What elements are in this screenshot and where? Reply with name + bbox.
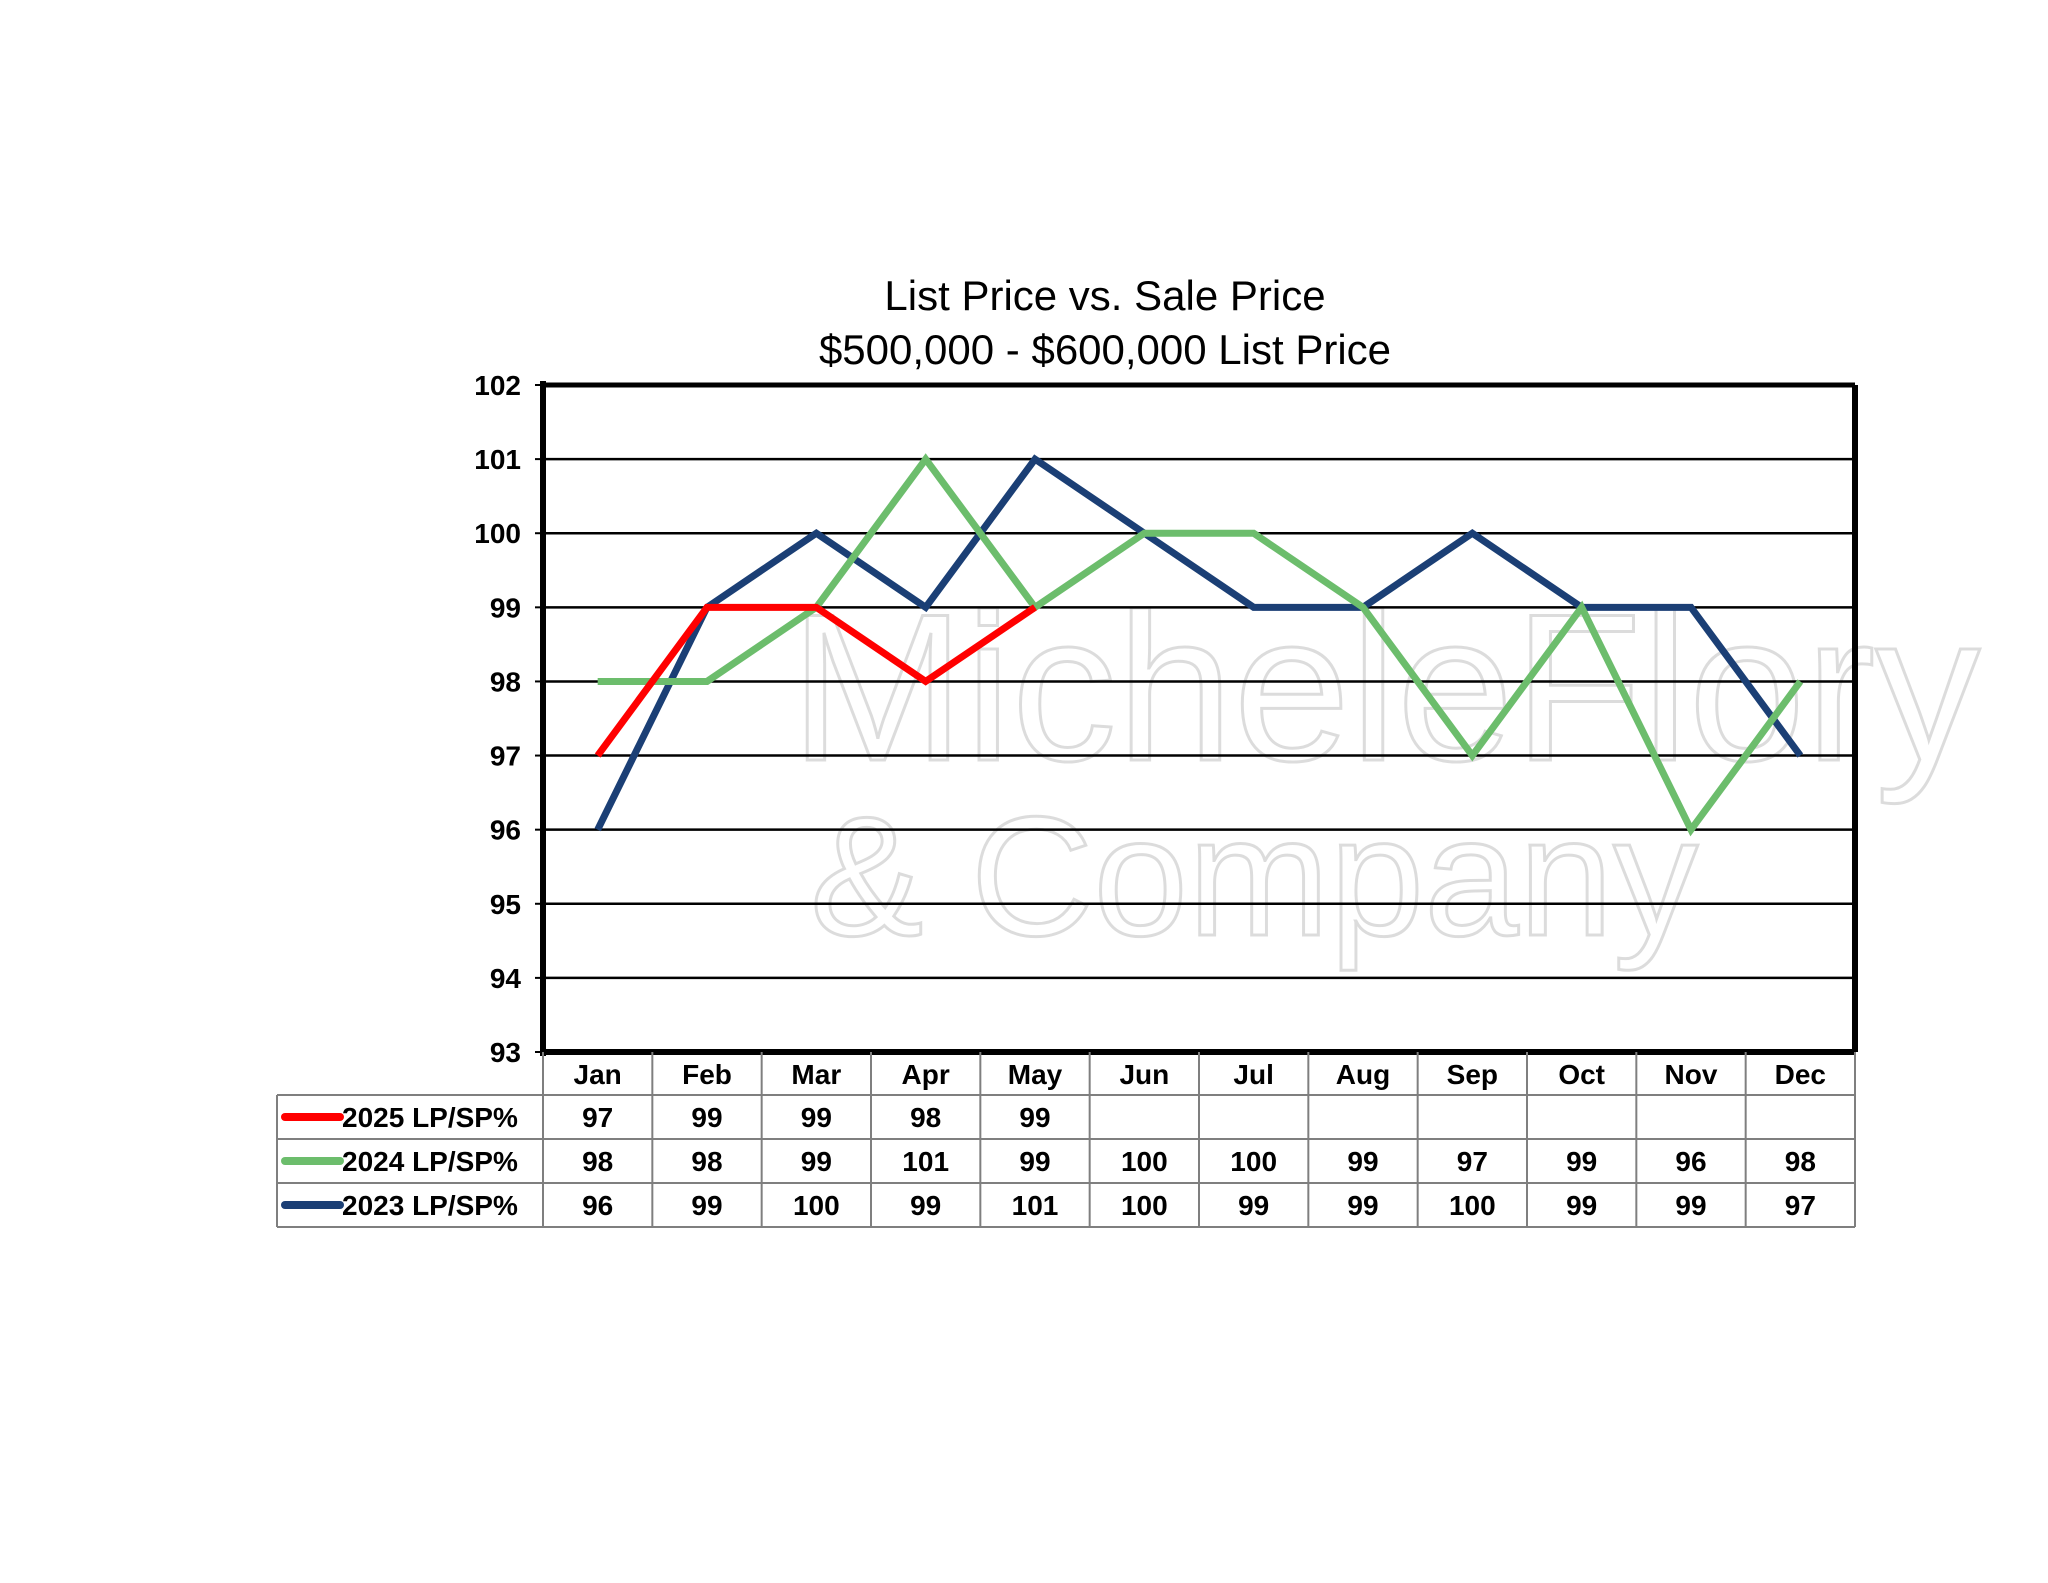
y-tick-label: 93 bbox=[490, 1037, 521, 1068]
table-cell: 100 bbox=[793, 1190, 840, 1221]
y-tick-label: 97 bbox=[490, 741, 521, 772]
table-cell: 99 bbox=[801, 1102, 832, 1133]
table-cell: 98 bbox=[910, 1102, 941, 1133]
table-cell: 99 bbox=[1019, 1146, 1050, 1177]
series-lines bbox=[594, 453, 1804, 837]
chart-title: List Price vs. Sale Price bbox=[884, 272, 1325, 319]
table-cell: 100 bbox=[1121, 1146, 1168, 1177]
y-tick-label: 102 bbox=[474, 370, 521, 401]
table-cell: 101 bbox=[902, 1146, 949, 1177]
table-cell: 99 bbox=[1566, 1146, 1597, 1177]
y-tick-label: 101 bbox=[474, 444, 521, 475]
legend-label: 2023 LP/SP% bbox=[342, 1190, 518, 1221]
table-cell: 97 bbox=[1457, 1146, 1488, 1177]
x-tick-label: Apr bbox=[902, 1059, 950, 1090]
y-tick-label: 98 bbox=[490, 666, 521, 697]
y-tick-label: 94 bbox=[490, 963, 522, 994]
table-cell: 99 bbox=[1238, 1190, 1269, 1221]
data-table: Jan Feb Mar Apr May Jun Jul Aug Sep Oct Nov Dec 2025… bbox=[276, 1052, 1856, 1228]
table-cell: 98 bbox=[691, 1146, 722, 1177]
series-line bbox=[597, 453, 1804, 837]
y-tick-label: 95 bbox=[490, 889, 521, 920]
table-cell: 99 bbox=[1347, 1190, 1378, 1221]
table-cell: 99 bbox=[910, 1190, 941, 1221]
table-cell: 99 bbox=[691, 1190, 722, 1221]
watermark-line2: & Company bbox=[810, 782, 1698, 972]
y-tick-label: 96 bbox=[490, 815, 521, 846]
series-line bbox=[594, 603, 1037, 758]
table-cell: 100 bbox=[1121, 1190, 1168, 1221]
y-tick-label: 100 bbox=[474, 518, 521, 549]
table-cell: 99 bbox=[1347, 1146, 1378, 1177]
table-cell: 100 bbox=[1230, 1146, 1277, 1177]
x-tick-label: Feb bbox=[682, 1059, 732, 1090]
y-axis: 93 94 95 96 97 98 99 100 101 102 bbox=[474, 370, 543, 1068]
table-cell: 99 bbox=[1566, 1190, 1597, 1221]
table-cell: 99 bbox=[1675, 1190, 1706, 1221]
x-tick-label: Jul bbox=[1233, 1059, 1273, 1090]
table-cell: 101 bbox=[1012, 1190, 1059, 1221]
legend-label: 2024 LP/SP% bbox=[342, 1146, 518, 1177]
table-cell: 96 bbox=[1675, 1146, 1706, 1177]
legend-label: 2025 LP/SP% bbox=[342, 1102, 518, 1133]
watermark-logo: MicheleFlory & Company bbox=[789, 569, 1982, 974]
table-cell: 99 bbox=[801, 1146, 832, 1177]
x-tick-label: Mar bbox=[791, 1059, 841, 1090]
y-tick-label: 99 bbox=[490, 592, 521, 623]
x-tick-label: Jan bbox=[574, 1059, 622, 1090]
x-tick-label: May bbox=[1008, 1059, 1063, 1090]
x-tick-label: Jun bbox=[1119, 1059, 1169, 1090]
table-cell: 97 bbox=[582, 1102, 613, 1133]
table-cell: 100 bbox=[1449, 1190, 1496, 1221]
chart-subtitle: $500,000 - $600,000 List Price bbox=[819, 326, 1391, 373]
table-cell: 99 bbox=[691, 1102, 722, 1133]
table-cell: 98 bbox=[582, 1146, 613, 1177]
x-tick-label: Nov bbox=[1665, 1059, 1718, 1090]
table-cell: 96 bbox=[582, 1190, 613, 1221]
watermark-line1: MicheleFlory bbox=[790, 570, 1980, 805]
x-tick-label: Aug bbox=[1336, 1059, 1390, 1090]
x-tick-label: Sep bbox=[1447, 1059, 1498, 1090]
x-tick-label: Dec bbox=[1775, 1059, 1826, 1090]
table-cell: 97 bbox=[1785, 1190, 1816, 1221]
series-line bbox=[594, 454, 1804, 832]
x-tick-label: Oct bbox=[1558, 1059, 1605, 1090]
table-cell: 98 bbox=[1785, 1146, 1816, 1177]
table-cell: 99 bbox=[1019, 1102, 1050, 1133]
